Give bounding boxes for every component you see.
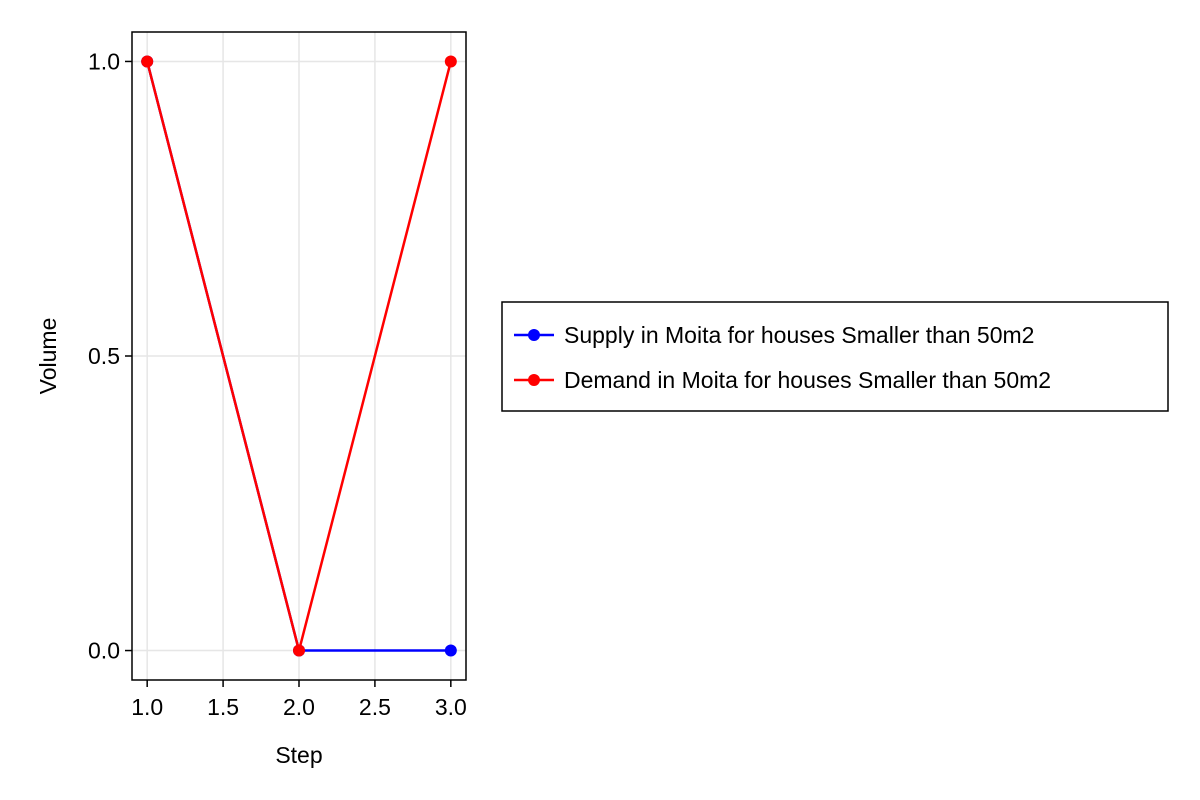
legend-marker — [528, 329, 540, 341]
y-axis-title: Volume — [35, 318, 61, 395]
y-tick-label: 0.5 — [88, 343, 120, 369]
axis-ticks: 1.0 1.5 2.0 2.5 3.0 0.0 0.5 1.0 — [88, 48, 467, 720]
grid — [132, 32, 466, 680]
legend-frame — [501, 301, 1169, 412]
y-tick-label: 0.0 — [88, 638, 120, 664]
legend: Supply in Moita for houses Smaller than … — [501, 301, 1169, 412]
x-tick-label: 3.0 — [435, 694, 467, 720]
legend-label: Supply in Moita for houses Smaller than … — [564, 322, 1034, 348]
series-point-2 — [444, 55, 457, 68]
x-tick-label: 1.5 — [207, 694, 239, 720]
y-tick-label: 1.0 — [88, 48, 120, 74]
series-point-2 — [293, 644, 305, 657]
x-tick-label: 2.0 — [283, 694, 315, 720]
series-group — [141, 55, 457, 657]
legend-marker — [528, 374, 540, 386]
series-point-2 — [141, 55, 154, 68]
legend-label: Demand in Moita for houses Smaller than … — [564, 367, 1051, 393]
x-tick-label: 1.0 — [131, 694, 163, 720]
x-axis-title: Step — [275, 742, 322, 768]
x-tick-label: 2.5 — [359, 694, 391, 720]
series-point-1 — [444, 644, 457, 657]
